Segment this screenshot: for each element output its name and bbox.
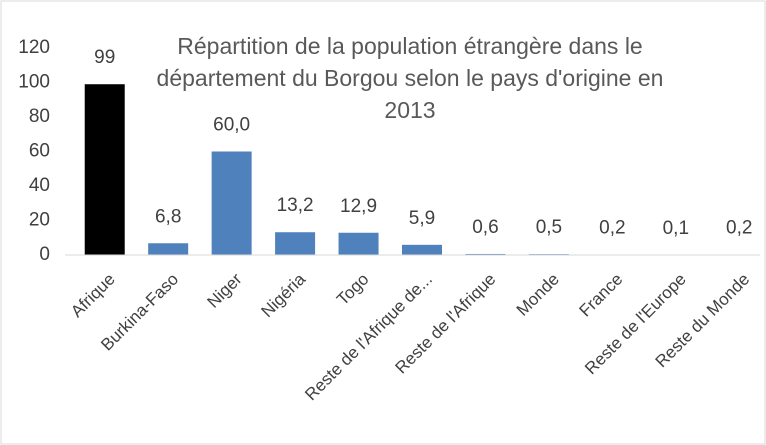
bar <box>148 243 189 255</box>
data-label: 0,2 <box>599 218 625 239</box>
bar <box>465 253 506 255</box>
data-label: 0,2 <box>726 218 752 239</box>
bar <box>338 232 379 255</box>
data-label: 0,6 <box>472 217 498 238</box>
y-tick-label: 20 <box>29 210 50 231</box>
chart-title: Répartition de la population étrangère d… <box>177 33 642 59</box>
bar <box>84 84 125 255</box>
y-tick-label: 80 <box>29 106 50 127</box>
y-tick-label: 0 <box>39 244 50 265</box>
data-label: 6,8 <box>155 206 181 227</box>
data-label: 60,0 <box>213 115 250 136</box>
data-label: 99 <box>94 47 115 68</box>
y-tick-label: 120 <box>18 37 50 58</box>
chart-title: département du Borgou selon le pays d'or… <box>157 65 664 91</box>
chart-title: 2013 <box>384 97 435 123</box>
data-label: 12,9 <box>340 196 377 217</box>
data-label: 0,5 <box>536 217 562 238</box>
bar <box>402 244 442 255</box>
y-tick-label: 40 <box>29 175 50 196</box>
data-label: 5,9 <box>409 208 435 229</box>
data-label: 13,2 <box>277 195 314 216</box>
data-label: 0,1 <box>663 218 689 239</box>
bar <box>275 232 316 255</box>
y-tick-label: 60 <box>29 141 50 162</box>
y-tick-label: 100 <box>18 72 50 93</box>
bar <box>211 151 252 255</box>
